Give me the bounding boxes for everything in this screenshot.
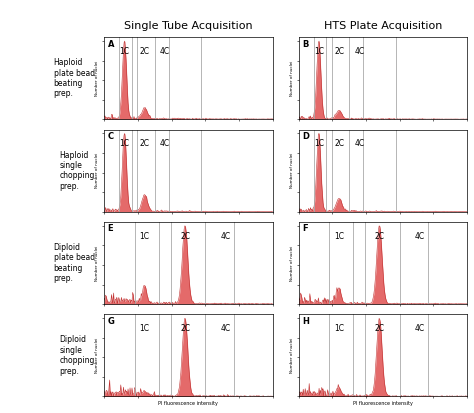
X-axis label: PI fluorescence intensity: PI fluorescence intensity xyxy=(158,401,219,406)
Text: HTS Plate Acquisition: HTS Plate Acquisition xyxy=(324,21,442,31)
Text: 4C: 4C xyxy=(354,140,364,148)
Text: 2C: 2C xyxy=(334,140,344,148)
Text: 1C: 1C xyxy=(334,324,344,333)
Text: 2C: 2C xyxy=(180,232,190,241)
Y-axis label: Number of nuclei: Number of nuclei xyxy=(95,338,100,373)
Text: 2C: 2C xyxy=(374,324,384,333)
Text: 4C: 4C xyxy=(220,324,230,333)
Text: G: G xyxy=(108,317,115,326)
Text: H: H xyxy=(302,317,309,326)
Y-axis label: Number of nuclei: Number of nuclei xyxy=(290,61,294,96)
Text: 4C: 4C xyxy=(160,47,170,56)
Y-axis label: Number of nuclei: Number of nuclei xyxy=(95,153,100,188)
X-axis label: PI fluorescence intensity: PI fluorescence intensity xyxy=(353,401,413,406)
Text: F: F xyxy=(302,224,308,233)
Text: 1C: 1C xyxy=(334,232,344,241)
Text: 4C: 4C xyxy=(160,140,170,148)
Text: Single Tube Acquisition: Single Tube Acquisition xyxy=(124,21,253,31)
Text: 2C: 2C xyxy=(180,324,190,333)
Text: Haploid
plate bead
beating
prep.: Haploid plate bead beating prep. xyxy=(54,58,95,98)
Y-axis label: Number of nuclei: Number of nuclei xyxy=(95,245,100,281)
Text: 4C: 4C xyxy=(415,232,425,241)
Text: 2C: 2C xyxy=(334,47,344,56)
Text: 4C: 4C xyxy=(220,232,230,241)
Text: 4C: 4C xyxy=(354,47,364,56)
Text: E: E xyxy=(108,224,113,233)
Text: Haploid
single
chopping
prep.: Haploid single chopping prep. xyxy=(59,150,95,191)
Text: 2C: 2C xyxy=(374,232,384,241)
Text: Diploid
plate bead
beating
prep.: Diploid plate bead beating prep. xyxy=(54,243,95,283)
Y-axis label: Number of nuclei: Number of nuclei xyxy=(290,338,294,373)
Text: 4C: 4C xyxy=(415,324,425,333)
Text: 1C: 1C xyxy=(314,47,324,56)
Text: B: B xyxy=(302,40,309,49)
Y-axis label: Number of nuclei: Number of nuclei xyxy=(95,61,100,96)
Text: 1C: 1C xyxy=(140,324,150,333)
Y-axis label: Number of nuclei: Number of nuclei xyxy=(290,245,294,281)
Text: 2C: 2C xyxy=(140,140,150,148)
Y-axis label: Number of nuclei: Number of nuclei xyxy=(290,153,294,188)
Text: 2C: 2C xyxy=(140,47,150,56)
Text: A: A xyxy=(108,40,114,49)
Text: 1C: 1C xyxy=(119,140,129,148)
Text: Diploid
single
chopping
prep.: Diploid single chopping prep. xyxy=(59,335,95,375)
Text: 1C: 1C xyxy=(119,47,129,56)
Text: C: C xyxy=(108,132,114,141)
Text: 1C: 1C xyxy=(140,232,150,241)
Text: D: D xyxy=(302,132,309,141)
Text: 1C: 1C xyxy=(314,140,324,148)
